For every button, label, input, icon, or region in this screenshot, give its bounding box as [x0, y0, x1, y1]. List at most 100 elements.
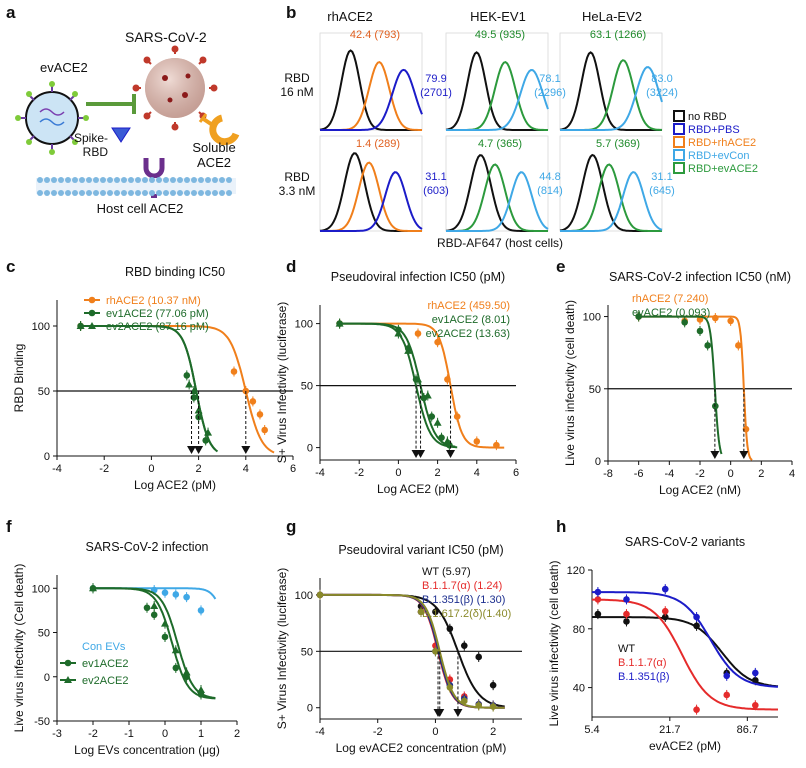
y-tick-label: 80 [573, 624, 585, 636]
lipid-head [128, 177, 134, 183]
panel-label-d: d [286, 257, 296, 276]
data-point [475, 702, 483, 709]
flow-row2-label-1: RBD [284, 170, 310, 184]
data-point [172, 664, 180, 672]
lipid-head [107, 190, 113, 196]
data-point [414, 375, 422, 383]
lipid-head [93, 190, 99, 196]
chart-title: SARS-CoV-2 variants [625, 535, 745, 549]
data-point [704, 342, 711, 349]
flow-histogram-frame [319, 135, 423, 232]
y-tick-label: 100 [32, 583, 50, 595]
data-point [150, 601, 159, 609]
data-point [444, 376, 451, 383]
data-point [432, 608, 439, 616]
lipid-head [170, 177, 176, 183]
legend-g-wt: WT (5.97) [422, 566, 471, 578]
fit-curve-1 [592, 598, 778, 711]
legend-evcon: RBD+evCon [688, 150, 749, 162]
data-point [446, 684, 454, 691]
x-tick-label: 2 [490, 726, 496, 738]
lipid-head [184, 177, 190, 183]
flow-r1c2-top: 49.5 (935) [475, 29, 525, 41]
ic50-arrow [435, 709, 445, 717]
lipid-head [79, 177, 85, 183]
data-point [197, 686, 205, 694]
fit-curve-2 [80, 325, 219, 453]
legend-g-alpha: B.1.1.7(α) (1.24) [422, 580, 502, 592]
data-point [623, 596, 630, 603]
panel-label-g: g [286, 517, 296, 536]
y-axis-label: S+ Virus Infectivity (luciferase) [275, 568, 289, 730]
y-tick-label: 50 [589, 384, 601, 396]
y-tick-label: 50 [301, 381, 313, 393]
lipid-head [58, 190, 64, 196]
y-tick-label: 50 [38, 386, 50, 398]
spike-rbd-icon [111, 127, 131, 143]
flow-r1c3-mfi: (3224) [646, 87, 678, 99]
lipid-head [58, 177, 64, 183]
data-point [335, 319, 344, 327]
lipid-head [212, 177, 218, 183]
data-point [433, 418, 442, 426]
x-tick-label: 2 [196, 463, 202, 475]
flow-r1c1-mfi: (2701) [420, 87, 452, 99]
flow-r1c3-pct: 83.0 [651, 73, 672, 85]
data-point [197, 607, 205, 614]
legend-c-ev1ace2-marker [88, 309, 96, 317]
lipid-head [177, 190, 183, 196]
data-point [712, 314, 719, 322]
data-point [161, 589, 169, 596]
data-point [414, 330, 422, 337]
data-point [752, 701, 759, 709]
data-point [723, 672, 731, 680]
lipid-head [65, 190, 71, 196]
legend-h-wt: WT [618, 643, 635, 655]
lipid-head [86, 177, 92, 183]
y-tick-label: 0 [307, 443, 313, 455]
data-point [76, 322, 85, 329]
x-tick-label: -2 [373, 726, 383, 738]
lipid-head [86, 190, 92, 196]
flow-histogram-curve [559, 51, 662, 131]
lipid-head [100, 190, 106, 196]
flow-r1c2-pct: 78.1 [539, 73, 560, 85]
legend-swatch-pbs [673, 123, 685, 135]
flow-histogram-curve [560, 66, 663, 131]
flow-panel: rhACE2 HEK-EV1 HeLa-EV2 RBD 16 nM RBD 3.… [279, 9, 758, 250]
x-tick-label: 4 [789, 468, 795, 480]
x-tick-label: -4 [315, 726, 325, 738]
data-point [394, 329, 403, 337]
y-tick-label: 40 [573, 683, 585, 695]
ic50-arrow [739, 451, 749, 459]
data-point [182, 668, 191, 676]
panel-label-a: a [6, 3, 16, 22]
legend-d-ev2ace2: ev2ACE2 (13.63) [426, 328, 510, 340]
lipid-head [149, 190, 155, 196]
flow-histogram-curve [560, 163, 662, 232]
lipid-head [205, 190, 211, 196]
chart-title: Pseudoviral infection IC50 (pM) [331, 270, 505, 284]
lipid-head [72, 177, 78, 183]
y-tick-label: 120 [567, 565, 585, 577]
flow-col-rhace2: rhACE2 [327, 9, 373, 24]
chart-c: -4 -2 0 2 4 6 0 50 100 Log ACE2 (pM) RBD Binding RB… [12, 265, 296, 492]
flow-r2c3-pct: 31.1 [651, 171, 672, 183]
flow-xlabel: RBD-AF647 (host cells) [437, 236, 563, 250]
data-point [194, 406, 203, 414]
flow-histogram-frame [559, 32, 663, 131]
lipid-head [163, 190, 169, 196]
fit-curve-2 [339, 322, 456, 448]
legend-f-ev2ace2-marker [64, 676, 72, 683]
soluble-ace2-icon [198, 113, 240, 146]
legend-f-ev1ace2: ev1ACE2 [82, 658, 128, 670]
data-point [446, 625, 454, 633]
x-tick-label: -4 [664, 468, 674, 480]
flow-r2c1-pct: 31.1 [425, 171, 446, 183]
flow-row2-label-2: 3.3 nM [279, 184, 316, 198]
lipid-head [205, 177, 211, 183]
data-point [89, 584, 97, 592]
y-tick-label: 0 [44, 451, 50, 463]
ic50-arrow [453, 709, 463, 717]
lipid-head [79, 190, 85, 196]
